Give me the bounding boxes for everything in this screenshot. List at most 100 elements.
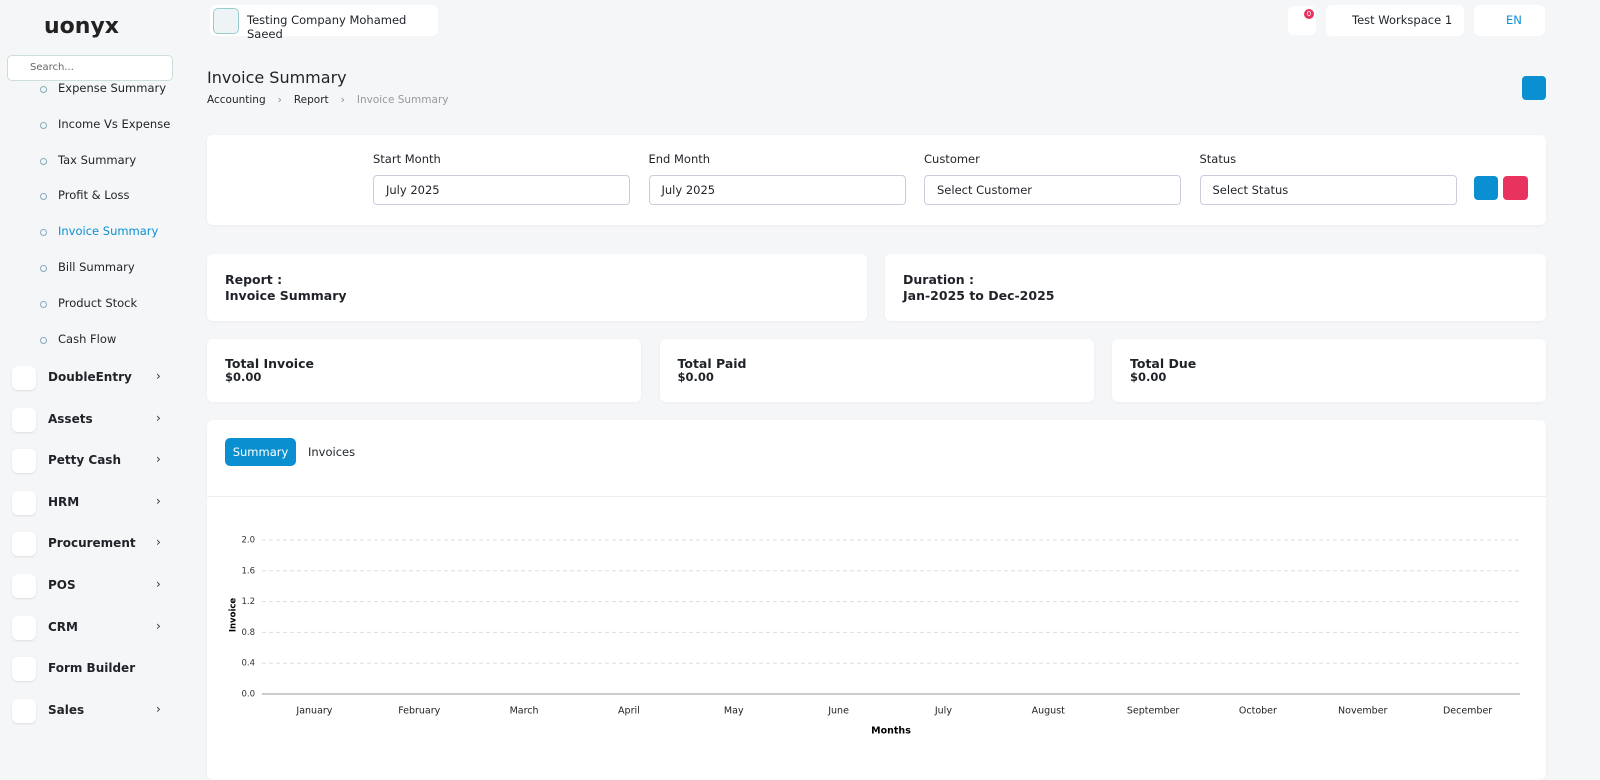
y-tick-label: 1.6: [241, 566, 255, 576]
workspace-switcher[interactable]: Test Workspace 1: [1326, 5, 1464, 36]
x-tick-label: July: [934, 706, 952, 717]
submenu-dot: [40, 229, 47, 237]
submenu-item[interactable]: Tax Summary: [58, 152, 137, 167]
chart: 0.0 0.4 0.8 1.2 1.6 2.0 Invoice Months January Fe…: [229, 536, 1520, 737]
x-tick-label: October: [1239, 706, 1277, 717]
chevron: ›: [156, 577, 161, 591]
menu-icon: [12, 449, 36, 474]
workspace-name: Test Workspace 1: [1352, 13, 1453, 27]
tab[interactable]: Invoices: [308, 445, 356, 459]
separator: ›: [277, 94, 282, 106]
submenu-item[interactable]: Invoice Summary: [58, 224, 159, 239]
menu-item[interactable]: Assets: [48, 411, 93, 426]
submenu-dot: [40, 86, 47, 93]
menu-item[interactable]: POS: [48, 578, 76, 592]
x-tick-label: December: [1443, 706, 1492, 717]
y-tick-label: 0.0: [241, 690, 255, 700]
menu-item[interactable]: Petty Cash: [48, 453, 121, 468]
notification-count: 0: [1304, 9, 1314, 19]
menu-item[interactable]: Procurement: [48, 536, 136, 551]
report-label: Report :: [225, 272, 283, 287]
submenu-item[interactable]: Product Stock: [58, 295, 138, 310]
filter-card: Start Month July 2025 End Month July 2025 Cu…: [207, 135, 1546, 225]
menu-item[interactable]: Sales: [48, 702, 85, 717]
total-value: $0.00: [225, 370, 262, 384]
menu-item[interactable]: HRM: [48, 494, 80, 509]
menu-item[interactable]: CRM: [48, 619, 78, 634]
x-tick-label: January: [295, 706, 332, 717]
menu-icon: [12, 657, 36, 682]
y-tick-label: 0.4: [241, 659, 255, 669]
search-placeholder: Search...: [30, 62, 74, 73]
menu-icon: [12, 366, 36, 390]
company-switcher[interactable]: Testing Company Mohamed Saeed: [210, 5, 438, 41]
report-card: Report : Invoice Summary: [207, 254, 867, 321]
filter-input[interactable]: Select Customer: [924, 175, 1181, 205]
divider: [207, 496, 1546, 497]
submenu-dot: [40, 265, 47, 272]
y-axis-title: Invoice: [229, 598, 239, 633]
notifications[interactable]: 0: [1288, 6, 1316, 35]
filter-label: End Month: [648, 152, 711, 166]
x-tick-label: May: [724, 706, 744, 717]
total-card: Total Paid $0.00: [659, 339, 1094, 402]
menu-icon: [12, 615, 36, 640]
report-card: Duration : Jan-2025 to Dec-2025: [885, 254, 1546, 321]
total-card: Total Due $0.00: [1112, 339, 1546, 402]
submenu-dot: [40, 121, 47, 129]
language-switcher[interactable]: EN: [1474, 5, 1545, 36]
total-label: Total Invoice: [225, 356, 314, 371]
chevron: ›: [156, 618, 161, 633]
chevron: ›: [156, 410, 161, 425]
y-tick-label: 1.2: [241, 597, 255, 607]
submenu-dot: [40, 157, 47, 165]
menu-item[interactable]: DoubleEntry: [48, 370, 132, 384]
page-title: Invoice Summary: [207, 68, 347, 87]
menu-icon: [12, 490, 36, 515]
breadcrumb-item[interactable]: Accounting: [207, 94, 266, 106]
company-name: Testing Company Mohamed Saeed: [247, 13, 407, 41]
tab[interactable]: Summary: [225, 438, 296, 466]
reset-button[interactable]: [1503, 176, 1528, 200]
report-label: Duration :: [903, 272, 974, 287]
download-button[interactable]: [1522, 76, 1546, 100]
submenu-dot: [40, 336, 47, 344]
x-tick-label: June: [827, 706, 849, 717]
submenu-item[interactable]: Cash Flow: [58, 331, 117, 346]
chevron: ›: [156, 369, 161, 383]
chevron: ›: [156, 701, 161, 716]
breadcrumb-item[interactable]: Report: [293, 94, 329, 106]
submenu-dot: [40, 300, 47, 308]
search-box[interactable]: Search...: [7, 55, 173, 81]
filter-input[interactable]: July 2025: [648, 175, 906, 205]
avatar: [213, 8, 239, 34]
search-button[interactable]: [1474, 176, 1498, 200]
breadcrumb: Accounting › Report › Invoice Summary: [207, 94, 448, 106]
total-value: $0.00: [1130, 370, 1167, 384]
submenu-item[interactable]: Income Vs Expense: [58, 116, 171, 131]
x-tick-label: September: [1127, 706, 1180, 717]
report-value: Jan-2025 to Dec-2025: [903, 288, 1055, 303]
x-tick-label: November: [1338, 706, 1388, 717]
total-value: $0.00: [677, 370, 714, 384]
language: EN: [1506, 13, 1522, 27]
menu-icon: [12, 574, 36, 598]
total-label: Total Paid: [677, 356, 747, 371]
chevron: ›: [156, 535, 161, 550]
brand: uonyx: [44, 14, 119, 39]
x-tick-label: April: [618, 706, 640, 717]
y-tick-label: 0.8: [241, 628, 255, 638]
x-axis-title: Months: [871, 726, 911, 737]
breadcrumb-item: Invoice Summary: [356, 94, 449, 106]
submenu-item[interactable]: Bill Summary: [58, 260, 135, 274]
filter-input[interactable]: Select Status: [1199, 175, 1457, 205]
menu-item[interactable]: Form Builder: [48, 661, 136, 676]
filter-label: Status: [1199, 152, 1237, 166]
submenu-item[interactable]: Expense Summary: [58, 81, 167, 95]
chart-card: Summary Invoices 0.0 0.4 0.8 1.2 1.6 2.0 Invoic…: [207, 420, 1546, 780]
filter-input[interactable]: July 2025: [373, 175, 630, 205]
menu-icon: [12, 532, 36, 557]
submenu-item[interactable]: Profit & Loss: [58, 188, 130, 203]
report-value: Invoice Summary: [225, 288, 347, 303]
